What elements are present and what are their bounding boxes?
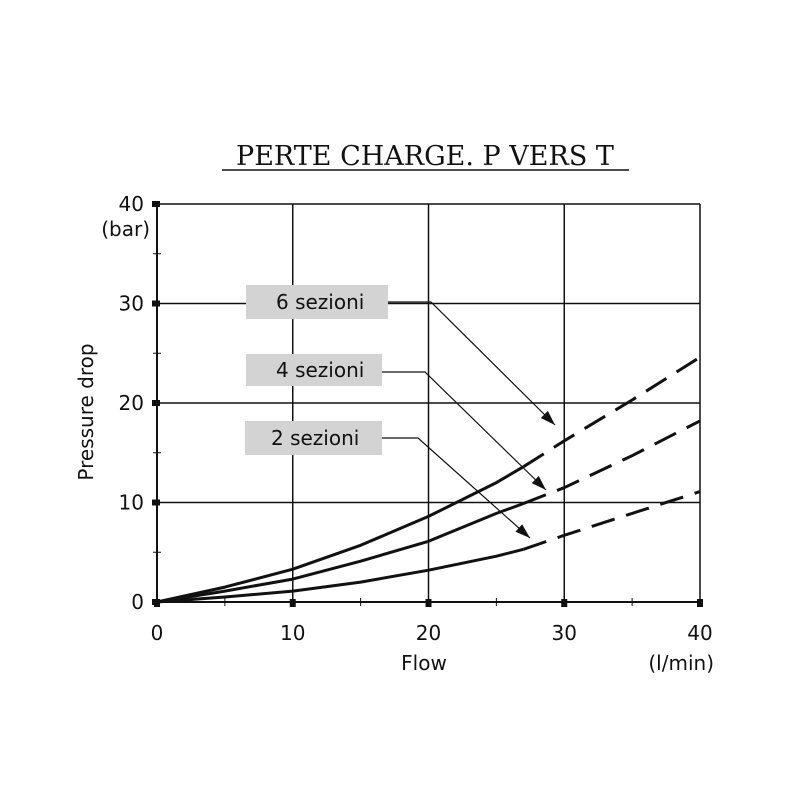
series-solid-line-0 [156, 465, 525, 604]
series-dashed-line-2 [523, 490, 701, 551]
y-tick-label-10: 10 [119, 491, 144, 515]
y-tick-label-40: 40 [119, 192, 144, 216]
x-axis-unit: (l/min) [648, 651, 714, 675]
y-major-tick-20 [152, 400, 160, 406]
legend: 6 sezioni 4 sezioni 2 sezioni [245, 285, 556, 539]
y-tick-label-30: 30 [119, 292, 144, 316]
series-dashed-line-1 [522, 419, 701, 505]
legend-arrowhead-1 [531, 475, 546, 490]
legend-box-2 [245, 421, 382, 455]
y-axis-label: Pressure drop [74, 343, 98, 480]
y-tick-label-20: 20 [119, 391, 144, 415]
y-axis-unit: (bar) [101, 217, 150, 241]
chart-title: PERTE CHARGE. P VERS T [236, 141, 614, 172]
legend-label-2: 2 sezioni [271, 426, 359, 450]
x-axis-label: Flow [401, 651, 447, 675]
legend-box-0 [246, 285, 388, 319]
x-major-tick-40 [697, 599, 703, 607]
series-solid-line-2 [156, 547, 524, 604]
x-major-tick-20 [425, 599, 432, 607]
series-dashed-line-0 [522, 355, 701, 468]
y-major-tick-0 [152, 599, 160, 605]
y-tick-label-0: 0 [131, 590, 144, 614]
x-tick-label-20: 20 [416, 621, 441, 645]
axes [152, 201, 703, 607]
legend-arrowhead-0 [540, 410, 555, 425]
series-solid-line-1 [156, 502, 525, 604]
x-tick-label-0: 0 [151, 621, 164, 645]
x-tick-label-30: 30 [552, 621, 577, 645]
legend-label-0: 6 sezioni [276, 290, 364, 314]
legend-arrowhead-2 [515, 524, 530, 538]
x-tick-label-40: 40 [687, 621, 712, 645]
legend-label-1: 4 sezioni [276, 358, 364, 382]
x-tick-label-10: 10 [280, 621, 305, 645]
y-major-tick-40 [152, 201, 160, 207]
x-major-tick-10 [289, 599, 296, 607]
legend-leader-2 [382, 437, 531, 539]
series-lines [156, 355, 701, 604]
y-major-tick-10 [152, 499, 160, 506]
y-major-tick-30 [152, 300, 160, 307]
legend-box-1 [246, 354, 382, 386]
tick-labels: 0 10 20 30 40 0 10 20 30 40 [119, 192, 713, 645]
x-major-tick-30 [561, 599, 568, 607]
legend-leader-1 [382, 371, 547, 491]
legend-leader-0 [388, 301, 556, 426]
